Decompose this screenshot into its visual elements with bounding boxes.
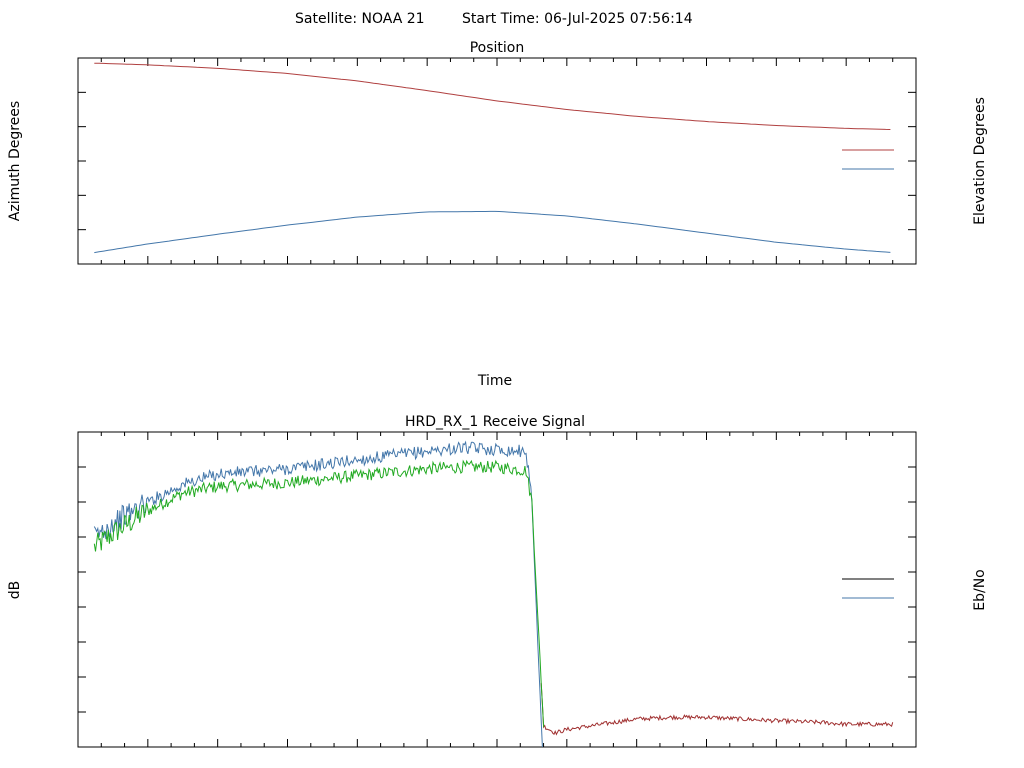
receive-signal-chart: HRD_RX_1 Receive Signal dB Eb/No xyxy=(7,414,988,748)
receive-plot-frame xyxy=(77,431,917,748)
header-start-time: Start Time: 06-Jul-2025 07:56:14 xyxy=(462,11,693,27)
ebno-line xyxy=(93,440,543,748)
position-y-right-label: Elevation Degrees xyxy=(972,97,988,225)
azimuth-line xyxy=(94,62,891,130)
receive-chart-title: HRD_RX_1 Receive Signal xyxy=(405,414,585,430)
signal-level-line xyxy=(93,459,545,728)
header-satellite: Satellite: NOAA 21 xyxy=(295,11,425,27)
elevation-line xyxy=(94,210,891,254)
position-x-label: Time xyxy=(477,373,512,389)
receive-y-right-label: Eb/No xyxy=(972,569,988,611)
position-chart: Position Azimuth Degrees Elevation Degre… xyxy=(7,40,988,389)
position-plot-frame xyxy=(77,57,917,265)
position-y-left-label: Azimuth Degrees xyxy=(7,101,23,221)
receive-y-left-label: dB xyxy=(7,581,23,600)
position-chart-title: Position xyxy=(470,40,525,56)
signal-level-line-noise xyxy=(540,683,894,736)
